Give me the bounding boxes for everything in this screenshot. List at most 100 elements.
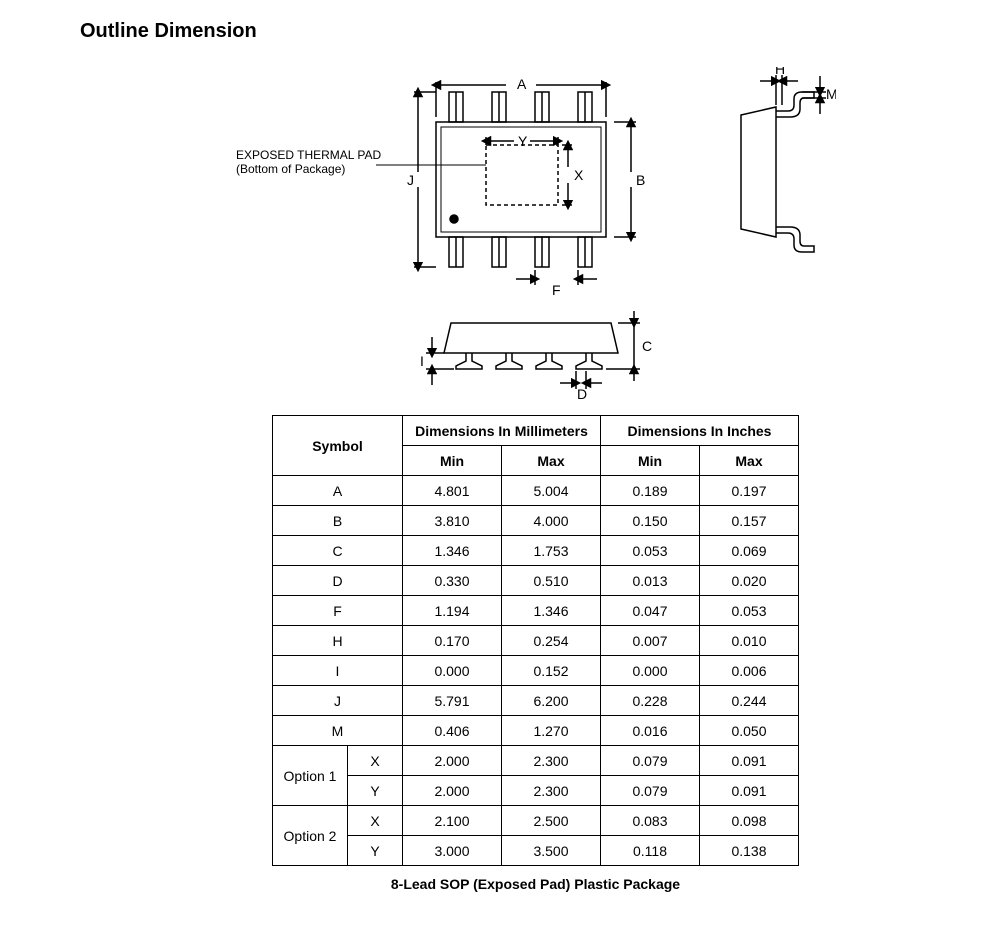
cell-in-max: 0.069 bbox=[700, 536, 799, 566]
cell-sym: D bbox=[273, 566, 403, 596]
cell-sym: I bbox=[273, 656, 403, 686]
cell-in-max: 0.244 bbox=[700, 686, 799, 716]
cell-in-min: 0.013 bbox=[601, 566, 700, 596]
cell-sym: M bbox=[273, 716, 403, 746]
cell-in-max: 0.020 bbox=[700, 566, 799, 596]
cell-mm-min: 0.170 bbox=[403, 626, 502, 656]
cell-mm-min: 5.791 bbox=[403, 686, 502, 716]
cell-mm-max: 1.753 bbox=[502, 536, 601, 566]
cell-mm-min: 3.000 bbox=[403, 836, 502, 866]
label-x: X bbox=[574, 167, 584, 183]
cell-in-max: 0.098 bbox=[700, 806, 799, 836]
cell-mm-min: 0.330 bbox=[403, 566, 502, 596]
table-row: F1.1941.3460.0470.053 bbox=[273, 596, 799, 626]
cell-sym: A bbox=[273, 476, 403, 506]
label-a: A bbox=[517, 76, 527, 92]
diagram-end-view: C I D bbox=[396, 311, 676, 401]
label-i: I bbox=[420, 353, 424, 369]
cell-sym: C bbox=[273, 536, 403, 566]
table-row: J5.7916.2000.2280.244 bbox=[273, 686, 799, 716]
table-header-row-1: Symbol Dimensions In Millimeters Dimensi… bbox=[273, 416, 799, 446]
cell-in-max: 0.138 bbox=[700, 836, 799, 866]
cell-mm-min: 0.406 bbox=[403, 716, 502, 746]
table-row: A4.8015.0040.1890.197 bbox=[273, 476, 799, 506]
cell-mm-min: 3.810 bbox=[403, 506, 502, 536]
cell-mm-max: 0.152 bbox=[502, 656, 601, 686]
table-row: D0.3300.5100.0130.020 bbox=[273, 566, 799, 596]
cell-mm-min: 2.000 bbox=[403, 776, 502, 806]
cell-mm-max: 1.270 bbox=[502, 716, 601, 746]
label-h: H bbox=[775, 67, 785, 77]
diagram-area: A B J F Y X EXPOSED THERMAL PAD (Bottom … bbox=[176, 67, 896, 401]
header-mm-max: Max bbox=[502, 446, 601, 476]
cell-in-min: 0.016 bbox=[601, 716, 700, 746]
dimension-table: Symbol Dimensions In Millimeters Dimensi… bbox=[272, 415, 799, 866]
cell-in-min: 0.079 bbox=[601, 746, 700, 776]
table-row: Option 2X2.1002.5000.0830.098 bbox=[273, 806, 799, 836]
header-mm-min: Min bbox=[403, 446, 502, 476]
pad-label-2: (Bottom of Package) bbox=[236, 162, 345, 176]
cell-in-max: 0.197 bbox=[700, 476, 799, 506]
cell-mm-min: 2.100 bbox=[403, 806, 502, 836]
header-symbol: Symbol bbox=[273, 416, 403, 476]
table-row: C1.3461.7530.0530.069 bbox=[273, 536, 799, 566]
table-row: Y2.0002.3000.0790.091 bbox=[273, 776, 799, 806]
cell-in-min: 0.079 bbox=[601, 776, 700, 806]
label-f: F bbox=[552, 282, 561, 297]
cell-in-max: 0.050 bbox=[700, 716, 799, 746]
header-in-min: Min bbox=[601, 446, 700, 476]
header-mm: Dimensions In Millimeters bbox=[403, 416, 601, 446]
cell-sym: B bbox=[273, 506, 403, 536]
cell-sub: X bbox=[348, 746, 403, 776]
caption: 8-Lead SOP (Exposed Pad) Plastic Package bbox=[80, 876, 991, 892]
diagram-top-view: A B J F Y X EXPOSED THERMAL PAD (Bottom … bbox=[236, 67, 656, 297]
label-y: Y bbox=[518, 133, 528, 149]
label-j: J bbox=[407, 172, 414, 188]
cell-mm-max: 0.510 bbox=[502, 566, 601, 596]
cell-mm-max: 2.500 bbox=[502, 806, 601, 836]
table-row: I0.0000.1520.0000.006 bbox=[273, 656, 799, 686]
table-row: Option 1X2.0002.3000.0790.091 bbox=[273, 746, 799, 776]
cell-in-min: 0.150 bbox=[601, 506, 700, 536]
cell-sub: Y bbox=[348, 836, 403, 866]
cell-in-min: 0.007 bbox=[601, 626, 700, 656]
cell-mm-min: 0.000 bbox=[403, 656, 502, 686]
label-c: C bbox=[642, 338, 652, 354]
table-row: Y3.0003.5000.1180.138 bbox=[273, 836, 799, 866]
table-row: B3.8104.0000.1500.157 bbox=[273, 506, 799, 536]
cell-in-max: 0.091 bbox=[700, 776, 799, 806]
table-row: H0.1700.2540.0070.010 bbox=[273, 626, 799, 656]
cell-opt: Option 1 bbox=[273, 746, 348, 806]
page-title: Outline Dimension bbox=[80, 20, 991, 43]
cell-in-min: 0.000 bbox=[601, 656, 700, 686]
table-row: M0.4061.2700.0160.050 bbox=[273, 716, 799, 746]
cell-sym: J bbox=[273, 686, 403, 716]
cell-mm-max: 1.346 bbox=[502, 596, 601, 626]
label-m: M bbox=[826, 86, 836, 102]
cell-mm-max: 6.200 bbox=[502, 686, 601, 716]
cell-in-min: 0.118 bbox=[601, 836, 700, 866]
cell-mm-max: 5.004 bbox=[502, 476, 601, 506]
cell-sym: F bbox=[273, 596, 403, 626]
cell-in-max: 0.157 bbox=[700, 506, 799, 536]
label-d: D bbox=[577, 386, 587, 401]
cell-in-min: 0.047 bbox=[601, 596, 700, 626]
cell-in-max: 0.091 bbox=[700, 746, 799, 776]
cell-in-min: 0.083 bbox=[601, 806, 700, 836]
header-in-max: Max bbox=[700, 446, 799, 476]
cell-in-min: 0.053 bbox=[601, 536, 700, 566]
header-in: Dimensions In Inches bbox=[601, 416, 799, 446]
cell-mm-min: 2.000 bbox=[403, 746, 502, 776]
cell-mm-max: 2.300 bbox=[502, 776, 601, 806]
label-b: B bbox=[636, 172, 645, 188]
pad-label-1: EXPOSED THERMAL PAD bbox=[236, 148, 381, 162]
cell-in-max: 0.053 bbox=[700, 596, 799, 626]
cell-in-min: 0.189 bbox=[601, 476, 700, 506]
diagram-side-view: H M bbox=[696, 67, 836, 277]
cell-sub: X bbox=[348, 806, 403, 836]
cell-mm-min: 4.801 bbox=[403, 476, 502, 506]
cell-in-min: 0.228 bbox=[601, 686, 700, 716]
cell-opt: Option 2 bbox=[273, 806, 348, 866]
cell-mm-max: 3.500 bbox=[502, 836, 601, 866]
cell-mm-min: 1.194 bbox=[403, 596, 502, 626]
